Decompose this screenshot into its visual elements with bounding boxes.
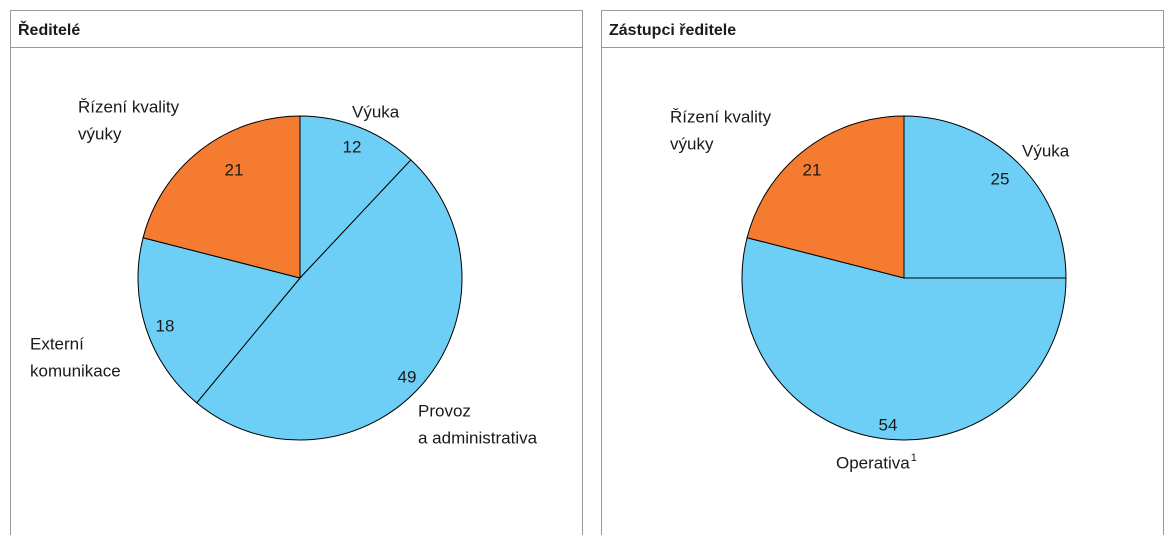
pie-slice <box>137 237 301 404</box>
value-label: 18 <box>156 316 175 335</box>
pie-slice <box>299 115 412 280</box>
category-label: Výuka <box>1022 141 1070 160</box>
pie-slice <box>903 115 1067 279</box>
value-label: 21 <box>803 160 822 179</box>
category-label: Řízení kvality <box>670 107 772 126</box>
category-label: a administrativa <box>418 428 538 447</box>
panel <box>10 10 583 540</box>
value-label: 54 <box>879 415 898 434</box>
footnote-mark: 1 <box>911 452 917 464</box>
value-label: 49 <box>398 367 417 386</box>
chart-title: Zástupci ředitele <box>609 22 736 39</box>
pie-slice <box>746 115 905 279</box>
category-label: výuky <box>78 124 122 143</box>
category-label: Operativa <box>836 453 910 472</box>
chart-title: Ředitelé <box>18 20 80 39</box>
category-label: Řízení kvality <box>78 97 180 116</box>
category-label: Výuka <box>352 102 400 121</box>
category-label: Externí <box>30 334 84 353</box>
category-label: komunikace <box>30 361 121 380</box>
pie-slice <box>196 159 463 441</box>
category-label: Provoz <box>418 401 471 420</box>
pie-slice <box>741 237 1067 441</box>
value-label: 25 <box>991 169 1010 188</box>
pie-slice <box>142 115 301 279</box>
panel <box>601 10 1164 540</box>
value-label: 12 <box>343 137 362 156</box>
value-label: 21 <box>225 160 244 179</box>
category-label: výuky <box>670 134 714 153</box>
